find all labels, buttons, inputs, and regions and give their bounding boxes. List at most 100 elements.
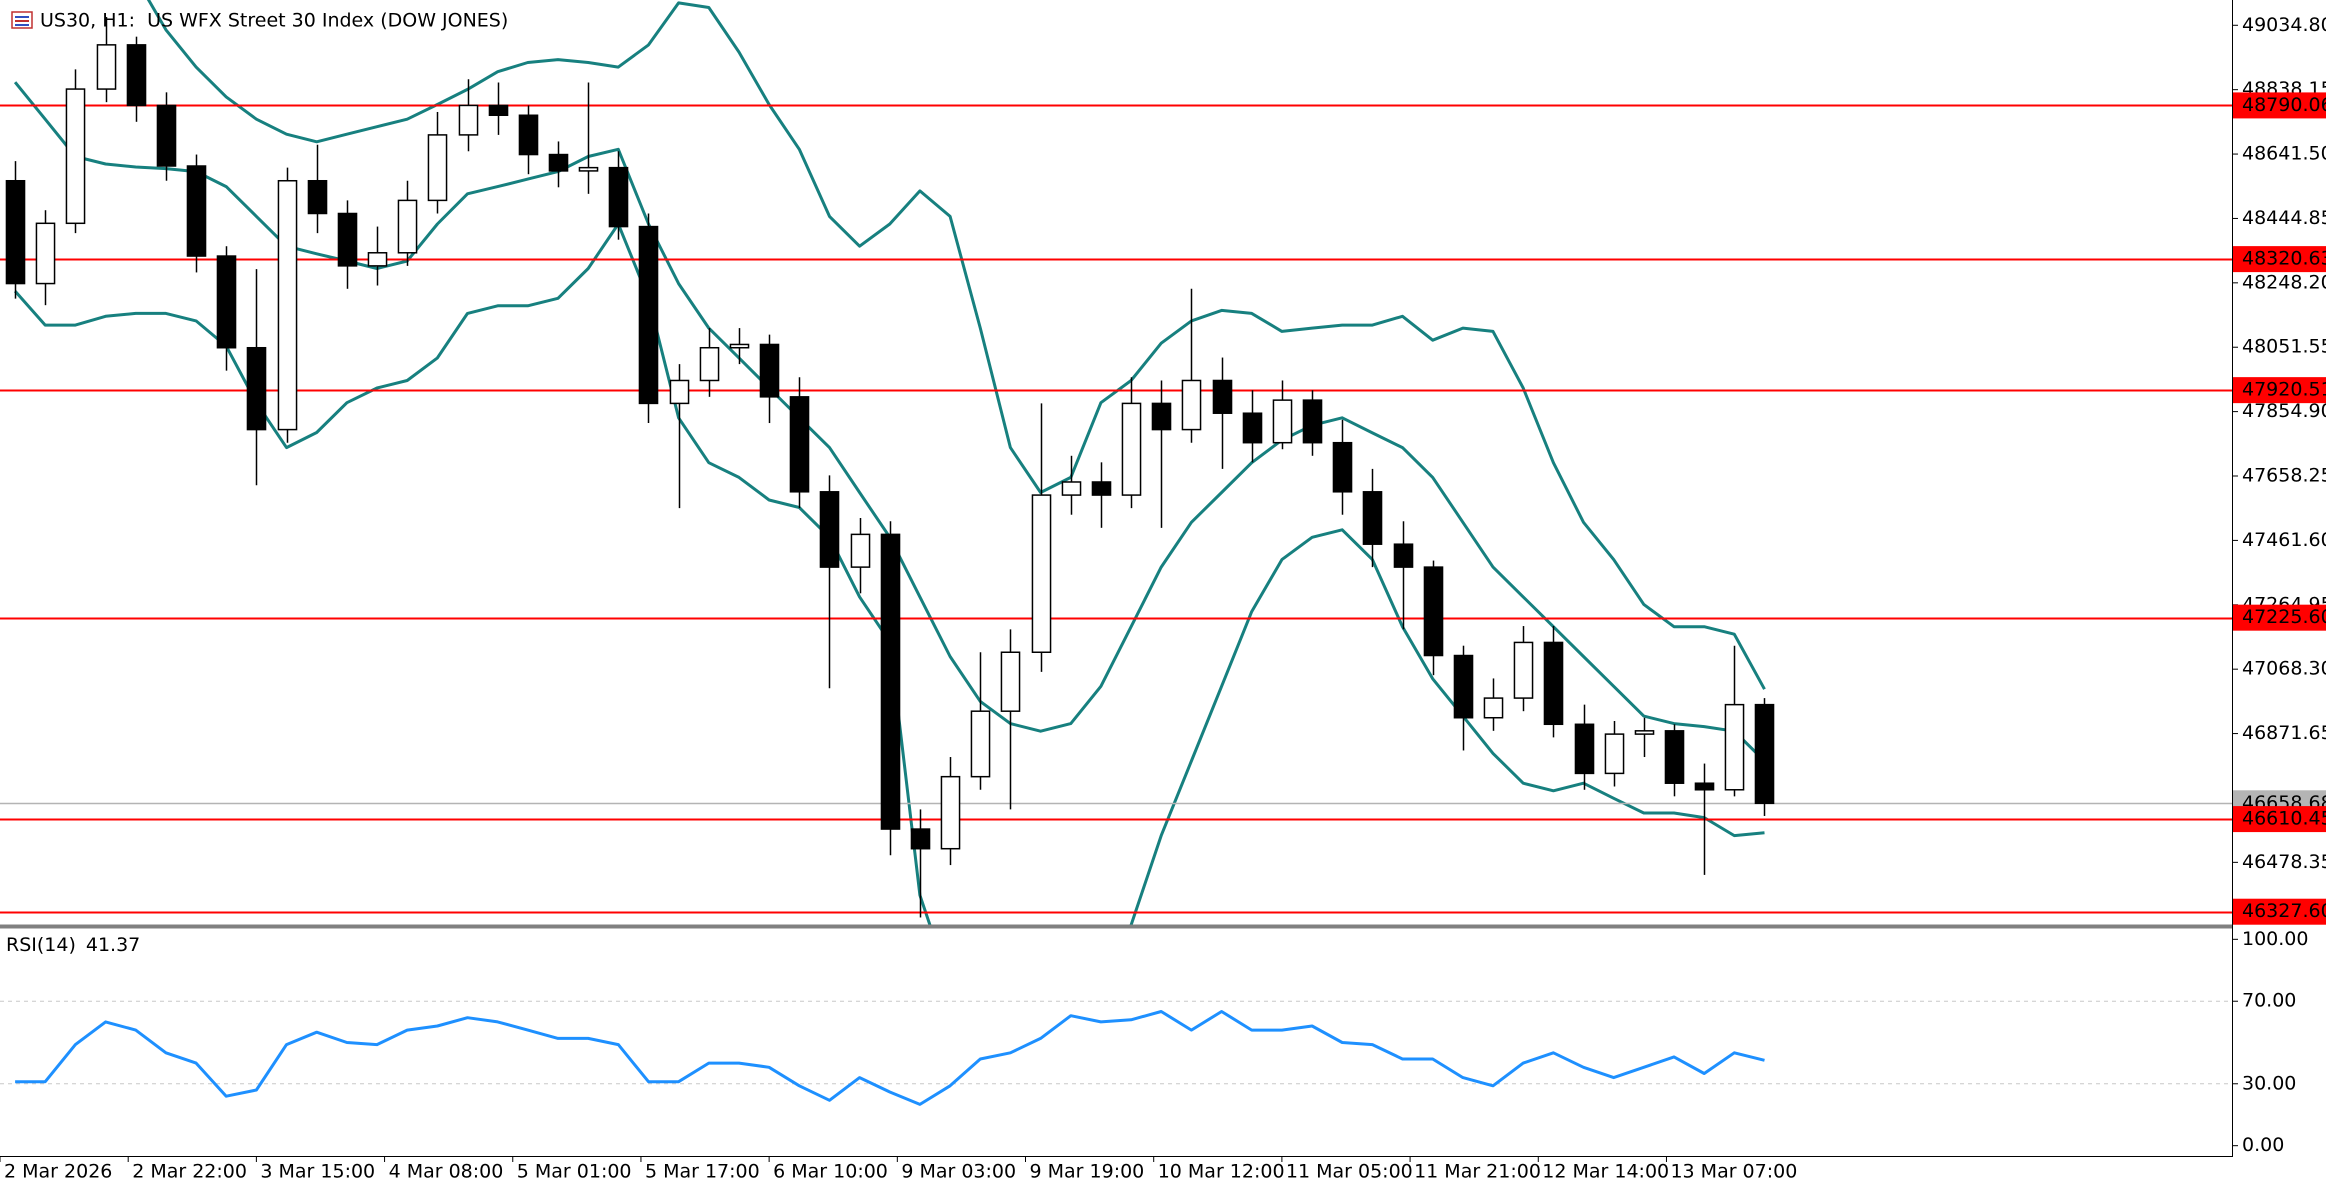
candle-body xyxy=(1393,543,1414,568)
y-tick-label: 46871.65 xyxy=(2242,722,2326,744)
x-tick-label: 3 Mar 15:00 xyxy=(260,1161,375,1183)
y-tick-label: 47658.25 xyxy=(2242,465,2326,487)
candle-body xyxy=(307,179,328,215)
x-tick-label: 10 Mar 12:00 xyxy=(1158,1161,1285,1183)
candle-body xyxy=(578,166,599,172)
candle-body xyxy=(1543,641,1564,726)
level-label: 48790.06 xyxy=(2242,94,2326,116)
candle-body xyxy=(940,775,961,850)
x-tick-label: 5 Mar 17:00 xyxy=(645,1161,760,1183)
rsi-panel xyxy=(0,1000,2232,1106)
price-panel xyxy=(0,0,2232,925)
candle-body xyxy=(819,491,840,568)
candle-body xyxy=(1483,697,1504,719)
candle-body xyxy=(1181,379,1202,431)
x-tick-label: 6 Mar 10:00 xyxy=(773,1161,888,1183)
level-label-box xyxy=(2233,604,2326,631)
candle-body xyxy=(5,179,26,285)
candle-body xyxy=(1091,481,1112,496)
candle-body xyxy=(488,104,509,117)
candle-body xyxy=(789,396,810,493)
candle-body xyxy=(337,212,358,267)
level-label-box xyxy=(2233,898,2326,925)
candle-body xyxy=(126,44,147,107)
x-tick-label: 11 Mar 05:00 xyxy=(1286,1161,1413,1183)
candle-body xyxy=(1423,566,1444,657)
candle-body xyxy=(850,533,871,568)
symbol-icon xyxy=(11,11,33,29)
candle-body xyxy=(1332,441,1353,493)
y-tick-label: 47854.90 xyxy=(2242,400,2326,422)
rsi-current: 41.37 xyxy=(86,934,140,956)
candle-body xyxy=(699,346,720,382)
candle-body xyxy=(35,222,56,285)
candle-body xyxy=(65,88,86,225)
level-label: 47920.51 xyxy=(2242,379,2326,401)
candle-body xyxy=(970,710,991,778)
candle-body xyxy=(367,252,388,267)
candle-body xyxy=(458,104,479,136)
x-tick-label: 2 Mar 22:00 xyxy=(132,1161,247,1183)
x-tick-label: 4 Mar 08:00 xyxy=(389,1161,504,1183)
level-label-box xyxy=(2233,92,2326,119)
rsi-tick-label: 70.00 xyxy=(2242,990,2296,1012)
candle-body xyxy=(1000,651,1021,712)
candle-body xyxy=(1604,733,1625,775)
candle-body xyxy=(216,255,237,349)
candle-body xyxy=(1031,494,1052,653)
rsi-title: RSI(14) 41.37 xyxy=(6,934,140,956)
x-tick-label: 11 Mar 21:00 xyxy=(1414,1161,1541,1183)
candle-body xyxy=(1754,703,1775,805)
overlay: 49034.8048838.1548641.5048444.8548248.20… xyxy=(0,14,2326,1183)
y-tick-label: 48641.50 xyxy=(2242,143,2326,165)
candle-body xyxy=(1121,402,1142,496)
y-tick-label: 48248.20 xyxy=(2242,271,2326,293)
candle-body xyxy=(1574,723,1595,775)
y-tick-label: 48444.85 xyxy=(2242,207,2326,229)
candle-body xyxy=(638,225,659,405)
candle-body xyxy=(669,379,690,405)
y-tick-label: 48051.55 xyxy=(2242,336,2326,358)
x-tick-label: 9 Mar 03:00 xyxy=(901,1161,1016,1183)
candle-body xyxy=(1061,481,1082,496)
level-label: 47225.60 xyxy=(2242,606,2326,628)
level-label-box xyxy=(2233,246,2326,273)
candle-body xyxy=(1694,782,1715,791)
candle-body xyxy=(880,533,901,830)
y-tick-label: 46478.35 xyxy=(2242,851,2326,873)
x-tick-label: 9 Mar 19:00 xyxy=(1030,1161,1145,1183)
candle-body xyxy=(1362,491,1383,545)
y-tick-label: 49034.80 xyxy=(2242,14,2326,36)
candle-body xyxy=(1513,641,1534,699)
candle-body xyxy=(277,179,298,431)
candle-body xyxy=(96,44,117,90)
candle-body xyxy=(1272,399,1293,444)
candle-body xyxy=(1453,654,1474,719)
candle-body xyxy=(156,104,177,167)
rsi-tick-label: 0.00 xyxy=(2242,1134,2284,1156)
candle-body xyxy=(1212,379,1233,414)
candle-body xyxy=(1242,412,1263,444)
rsi-tick-label: 100.00 xyxy=(2242,928,2308,950)
candle-body xyxy=(1724,703,1745,791)
rsi-tick-label: 30.00 xyxy=(2242,1072,2296,1094)
x-tick-label: 2 Mar 2026 xyxy=(4,1161,112,1183)
candle-body xyxy=(518,114,539,156)
rsi-name: RSI(14) xyxy=(6,934,76,956)
y-tick-label: 47068.30 xyxy=(2242,658,2326,680)
candle-body xyxy=(608,166,629,228)
candle-body xyxy=(186,165,207,257)
x-tick-label: 13 Mar 07:00 xyxy=(1670,1161,1797,1183)
candle-body xyxy=(1634,730,1655,735)
level-label-box xyxy=(2233,377,2326,404)
candle-body xyxy=(246,346,267,431)
candle-body xyxy=(910,828,931,850)
chart-title: US30, H1: US WFX Street 30 Index (DOW JO… xyxy=(40,10,508,32)
candle-body xyxy=(548,153,569,172)
y-tick-label: 47461.60 xyxy=(2242,529,2326,551)
level-label: 46610.45 xyxy=(2242,808,2326,830)
candle-body xyxy=(759,343,780,398)
band-upper xyxy=(146,0,1766,690)
